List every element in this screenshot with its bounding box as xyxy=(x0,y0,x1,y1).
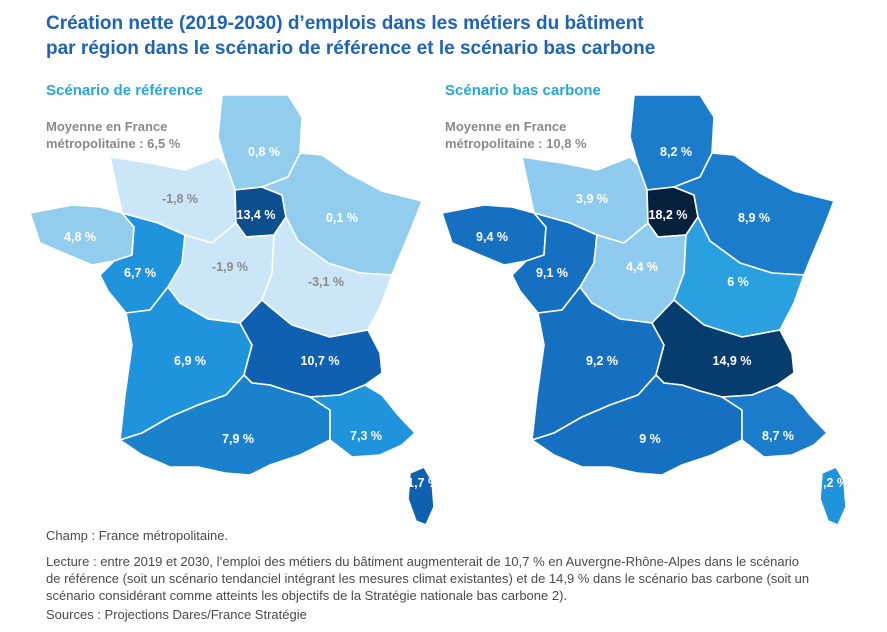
footnote-sources: Sources : Projections Dares/France Strat… xyxy=(46,607,307,622)
region-label-pays-de-la-loire: 6,7 % xyxy=(124,266,156,280)
region-label-bretagne: 9,4 % xyxy=(476,230,508,244)
average-bas-carbone-line-1: Moyenne en France xyxy=(445,119,567,134)
footnote-champ: Champ : France métropolitaine. xyxy=(46,528,229,543)
region-label-auvergne-rhone-alpes: 10,7 % xyxy=(301,354,340,368)
region-grand-est xyxy=(673,152,835,276)
region-label-hauts-de-france: 8,2 % xyxy=(660,145,692,159)
map-scenario-bas-carbone: 8,2 % 3,9 % 18,2 % 8,9 % 9,4 % 9,1 % 4,4 % 6 % 9… xyxy=(441,95,848,525)
region-corse xyxy=(819,466,847,525)
region-occitanie xyxy=(119,374,331,476)
scenario-bas-carbone-label: Scénario bas carbone xyxy=(445,82,601,99)
map-scenario-reference: 0,8 % -1,8 % 13,4 % 0,1 % 4,8 % 6,7 % -1,9 % -3… xyxy=(30,95,439,525)
region-label-normandie: -1,8 % xyxy=(162,192,198,206)
region-label-bretagne: 4,8 % xyxy=(64,230,96,244)
lecture-line-3: scénario considérant comme atteints les … xyxy=(46,588,568,603)
region-label-auvergne-rhone-alpes: 14,9 % xyxy=(713,354,752,368)
region-label-pays-de-la-loire: 9,1 % xyxy=(536,266,568,280)
region-occitanie xyxy=(531,374,743,476)
region-corse xyxy=(407,466,435,525)
average-reference-line-1: Moyenne en France xyxy=(46,119,168,134)
region-label-centre-val-de-loire: 4,4 % xyxy=(626,260,658,274)
region-label-ile-de-france: 18,2 % xyxy=(649,208,688,222)
region-label-paca: 8,7 % xyxy=(762,429,794,443)
lecture-line-2: de référence (soit un scénario tendancie… xyxy=(46,571,810,586)
region-label-grand-est: 0,1 % xyxy=(326,211,358,225)
region-label-bourgogne-franche-comte: -3,1 % xyxy=(308,275,344,289)
region-grand-est xyxy=(261,152,423,276)
region-label-ile-de-france: 13,4 % xyxy=(237,208,276,222)
region-label-grand-est: 8,9 % xyxy=(738,211,770,225)
average-reference-line-2: métropolitaine : 6,5 % xyxy=(46,136,181,151)
region-paca xyxy=(721,384,828,458)
average-reference: Moyenne en France métropolitaine : 6,5 % xyxy=(46,118,180,152)
region-label-corse: 7,2 % xyxy=(816,476,848,490)
region-label-centre-val-de-loire: -1,9 % xyxy=(212,260,248,274)
region-label-normandie: 3,9 % xyxy=(576,192,608,206)
region-label-nouvelle-aquitaine: 9,2 % xyxy=(586,354,618,368)
region-label-nouvelle-aquitaine: 6,9 % xyxy=(174,354,206,368)
region-label-paca: 7,3 % xyxy=(350,429,382,443)
region-label-occitanie: 9 % xyxy=(639,432,661,446)
average-bas-carbone-line-2: métropolitaine : 10,8 % xyxy=(445,136,587,151)
region-label-hauts-de-france: 0,8 % xyxy=(248,145,280,159)
lecture-line-1: Lecture : entre 2019 et 2030, l’emploi d… xyxy=(46,554,800,569)
footnote-lecture: Lecture : entre 2019 et 2030, l’emploi d… xyxy=(46,553,876,604)
region-paca xyxy=(309,384,416,458)
region-label-occitanie: 7,9 % xyxy=(222,432,254,446)
title-line-1: Création nette (2019-2030) d’emplois dan… xyxy=(46,13,644,34)
region-label-bourgogne-franche-comte: 6 % xyxy=(727,275,749,289)
scenario-reference-label: Scénario de référence xyxy=(46,82,203,99)
average-bas-carbone: Moyenne en France métropolitaine : 10,8 … xyxy=(445,118,587,152)
chart-title: Création nette (2019-2030) d’emplois dan… xyxy=(46,11,866,61)
title-line-2: par région dans le scénario de référence… xyxy=(46,38,656,59)
region-label-corse: 11,7 % xyxy=(401,476,439,490)
